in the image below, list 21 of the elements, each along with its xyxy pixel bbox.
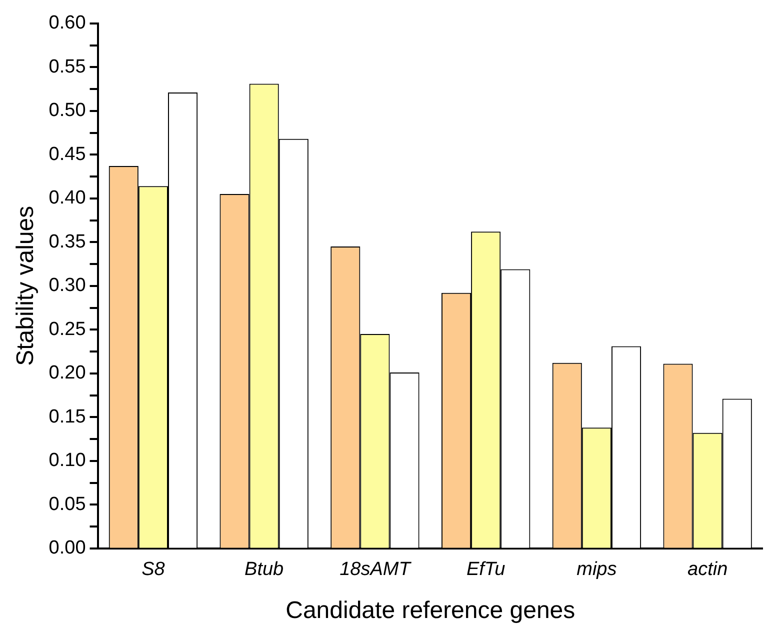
x-tick-label: actin (687, 559, 728, 580)
x-tick-label: Btub (244, 559, 284, 580)
y-tick-label: 0.45 (48, 144, 86, 165)
x-tick-label: EfTu (466, 559, 506, 580)
x-tick-label: S8 (142, 559, 166, 580)
y-tick-label: 0.20 (48, 362, 86, 384)
y-tick-label: 0.15 (48, 406, 86, 428)
y-tick-label: 0.05 (48, 494, 86, 515)
y-tick-label: 0.35 (48, 231, 86, 252)
y-tick-label: 0.25 (48, 318, 86, 340)
y-tick-label: 0.55 (48, 56, 86, 78)
x-axis-title: Candidate reference genes (286, 597, 576, 624)
y-tick-label: 0.50 (48, 100, 86, 122)
x-tick-label: 18sAMT (340, 559, 412, 580)
y-axis-title: Stability values (12, 206, 40, 366)
y-tick-label: 0.40 (48, 188, 86, 209)
y-tick-label: 0.10 (48, 450, 86, 472)
y-tick-label: 0.30 (48, 275, 86, 296)
x-tick-label: mips (576, 559, 618, 580)
y-tick-label: 0.00 (48, 538, 86, 559)
y-tick-label: 0.60 (48, 12, 86, 34)
